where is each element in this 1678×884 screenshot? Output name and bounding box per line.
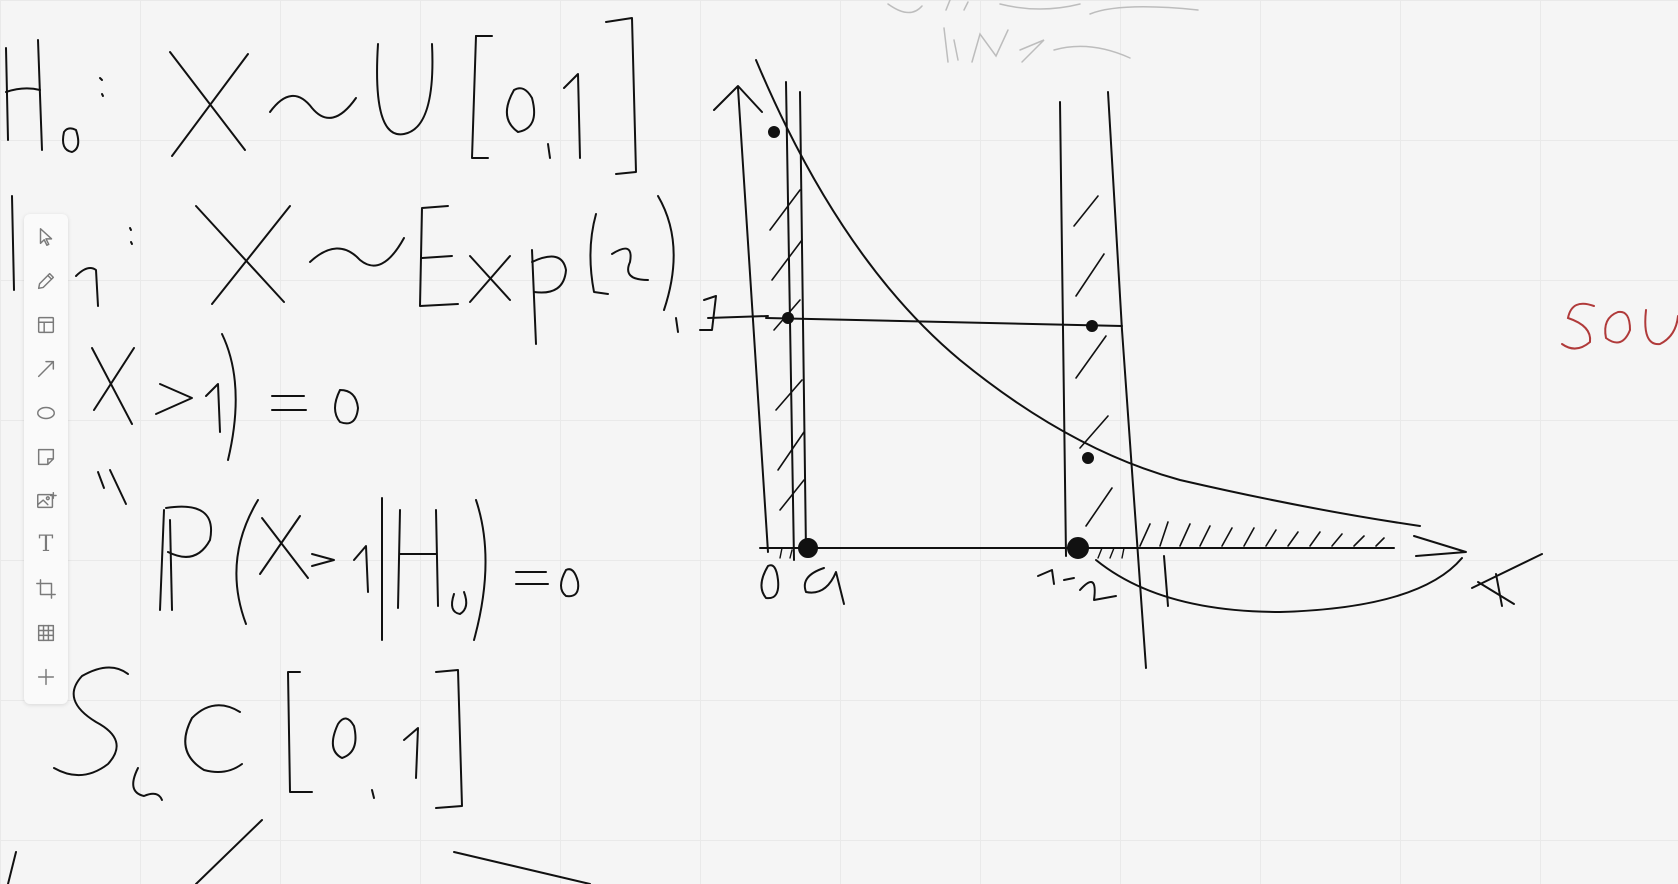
frame-tool[interactable]: [29, 308, 63, 341]
faded-notes: [887, 0, 1199, 63]
layout-icon: [37, 316, 55, 333]
ellipse-tool[interactable]: [29, 396, 63, 429]
hypothesis-h0-line: [5, 17, 637, 175]
text-icon: T: [38, 531, 54, 557]
uniform-density-line: [765, 317, 1123, 327]
plus-icon: [37, 668, 55, 685]
x-label-zero: [760, 564, 780, 600]
partial-red-text: [1561, 302, 1678, 350]
graph-points: [768, 126, 1098, 559]
table-tool[interactable]: [29, 616, 63, 649]
text-tool[interactable]: T: [29, 528, 63, 561]
hypothesis-h1-line: [11, 195, 679, 345]
partial-stroke: [195, 819, 263, 884]
tail-hatching: [1139, 521, 1385, 547]
pencil-icon: [37, 272, 55, 289]
x-label-one-minus-alpha: [1037, 569, 1055, 585]
pen-tool[interactable]: [29, 264, 63, 297]
sticky-note-tool[interactable]: [29, 440, 63, 473]
ellipse-icon: [37, 406, 55, 419]
arrow-tool[interactable]: [29, 352, 63, 385]
exponential-density-curve: [755, 59, 1421, 527]
table-icon: [37, 624, 55, 641]
y-axis: [737, 87, 769, 553]
left-strip-hatching: [769, 189, 805, 511]
crop-tool[interactable]: [29, 572, 63, 605]
image-icon: [37, 491, 57, 508]
more-tool[interactable]: [29, 660, 63, 693]
critical-strip-right: [1059, 101, 1067, 557]
x-label-alpha: [803, 567, 845, 605]
density-graph: [699, 59, 1543, 669]
critical-region-statement: [53, 666, 463, 809]
probability-statement: [97, 469, 580, 641]
arrow-icon: [37, 360, 55, 377]
partial-stroke: [453, 851, 591, 884]
expression-x-greater-1: [91, 333, 359, 461]
select-tool[interactable]: [29, 220, 63, 253]
right-strip-hatching: [1073, 195, 1113, 527]
partial-stroke: [7, 851, 17, 884]
drawing-toolbar: T: [24, 214, 68, 704]
crop-icon: [36, 578, 56, 599]
x-label-one: [1163, 555, 1169, 607]
x-axis-label: [1477, 581, 1515, 605]
image-tool[interactable]: [29, 484, 63, 517]
cursor-icon: [39, 227, 53, 246]
note-icon: [37, 448, 55, 465]
